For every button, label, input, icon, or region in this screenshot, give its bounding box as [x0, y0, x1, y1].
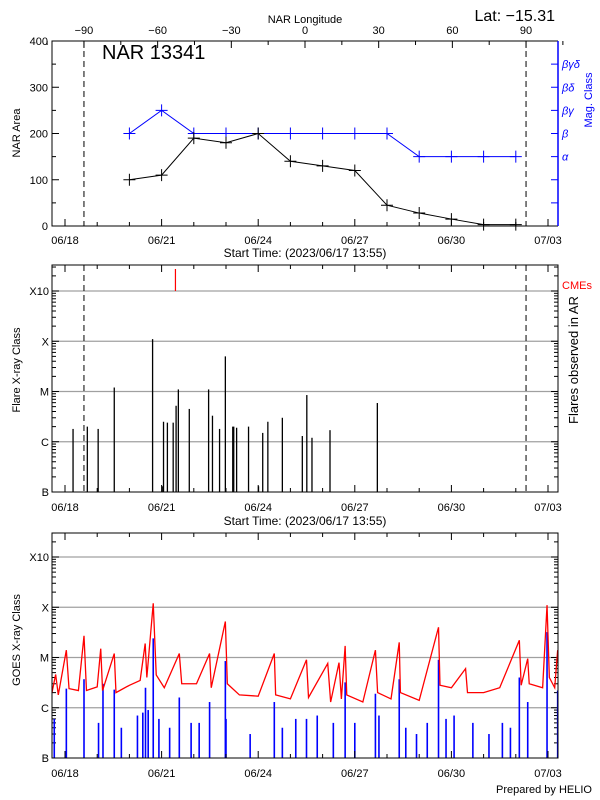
y-tick-label: C: [41, 437, 49, 449]
flare-class-panel: Start Time: (2023/06/17 13:55) Flare X-r…: [11, 264, 592, 528]
y2-tick-label: β: [561, 129, 569, 141]
y-tick-label: 200: [30, 129, 48, 141]
longitude-tick-label: −30: [222, 25, 241, 37]
y2-tick-label: βδ: [561, 82, 575, 94]
longitude-tick-label: 90: [520, 25, 532, 37]
nar-area-point: [187, 132, 200, 145]
plot-frame: [51, 532, 559, 759]
mag-class-point: [348, 127, 361, 140]
nar-area-line: [129, 132, 516, 226]
plot-frame: [51, 264, 559, 493]
x-tick-label: 06/30: [438, 502, 466, 514]
y-tick-label: 400: [30, 36, 48, 48]
y2-axis-label: Flares observed in AR: [566, 296, 581, 424]
y-tick-label: 0: [42, 221, 48, 233]
y-tick-label: X: [42, 336, 50, 348]
y-tick-label: M: [40, 387, 49, 399]
nar-area-point: [413, 207, 426, 220]
nar-area-point: [123, 173, 136, 186]
x-tick-label: 06/30: [438, 235, 466, 247]
nar-area-panel: Lat: −15.31 NAR Longitude NAR 13341 Star…: [11, 8, 595, 260]
x-tick-label: 06/27: [341, 502, 369, 514]
nar-area-point: [284, 155, 297, 168]
longitude-tick-label: 60: [446, 25, 458, 37]
y-tick-label: C: [41, 703, 49, 715]
x-tick-label: 07/03: [534, 768, 562, 780]
cme-label: CMEs: [562, 280, 592, 292]
x-tick-label: 06/24: [244, 235, 272, 247]
nar-area-point: [220, 136, 232, 149]
x-tick-label: 06/24: [244, 502, 272, 514]
longitude-tick-label: 0: [302, 25, 308, 37]
x-tick-label: 06/27: [341, 768, 369, 780]
longitude-tick-label: 30: [373, 25, 385, 37]
y2-tick-label: βγδ: [561, 59, 581, 71]
nar-area-point: [477, 218, 490, 231]
y-tick-label: X: [42, 602, 50, 614]
nar-area-point: [316, 159, 329, 172]
nar-area-point: [348, 164, 361, 177]
y-tick-label: 300: [30, 82, 48, 94]
mag-class-point: [316, 127, 329, 140]
y-tick-label: M: [40, 653, 49, 665]
y-axis-label: Flare X-ray Class: [11, 327, 23, 412]
x-tick-label: 06/18: [51, 768, 79, 780]
y-tick-label: 100: [30, 175, 48, 187]
plot-frame: [51, 40, 558, 227]
goes-xray-panel: GOES X-ray Class Prepared by HELIO B C M X X…: [11, 532, 592, 796]
x-tick-label: 06/21: [148, 502, 176, 514]
y2-axis-label: Mag. Class: [583, 72, 595, 128]
x-tick-label: 07/03: [534, 502, 562, 514]
x-tick-label: 06/30: [438, 768, 466, 780]
nar-area-point: [381, 199, 393, 212]
nar-area-point: [509, 218, 522, 231]
x-tick-label: 06/18: [51, 235, 79, 247]
chart-title: NAR 13341: [102, 42, 205, 64]
y-tick-label: X10: [29, 552, 49, 564]
mag-class-point: [413, 150, 426, 163]
longitude-tick-label: −90: [75, 25, 94, 37]
y-tick-label: B: [42, 753, 49, 765]
credit-label: Prepared by HELIO: [496, 784, 592, 796]
x-tick-label: 06/21: [148, 768, 176, 780]
y-axis-label: GOES X-ray Class: [11, 594, 23, 686]
y2-tick-label: α: [562, 152, 569, 164]
y-tick-label: X10: [29, 286, 49, 298]
x-tick-label: 06/21: [148, 235, 176, 247]
x-tick-label: 06/18: [51, 502, 79, 514]
mag-class-point: [123, 127, 136, 140]
lat-label: Lat: −15.31: [474, 8, 555, 25]
top-axis-label: NAR Longitude: [268, 14, 343, 26]
goes-long-channel-line: [51, 603, 559, 703]
mag-class-point: [155, 104, 168, 117]
x-tick-label: 07/03: [534, 235, 562, 247]
x-axis-label: Start Time: (2023/06/17 13:55): [224, 514, 387, 528]
y-tick-label: B: [42, 487, 49, 499]
mag-class-point: [284, 127, 297, 140]
nar-area-point: [252, 127, 265, 140]
x-tick-label: 06/24: [244, 768, 272, 780]
mag-class-point: [445, 150, 458, 163]
y2-tick-label: βγ: [561, 105, 575, 117]
nar-area-point: [445, 213, 458, 226]
nar-area-point: [155, 169, 168, 182]
mag-class-point: [381, 127, 393, 140]
x-tick-label: 06/27: [341, 235, 369, 247]
x-axis-label: Start Time: (2023/06/17 13:55): [224, 246, 387, 260]
mag-class-point: [509, 150, 522, 163]
mag-class-point: [477, 150, 490, 163]
longitude-tick-label: −60: [148, 25, 167, 37]
y-axis-label: NAR Area: [11, 108, 23, 158]
